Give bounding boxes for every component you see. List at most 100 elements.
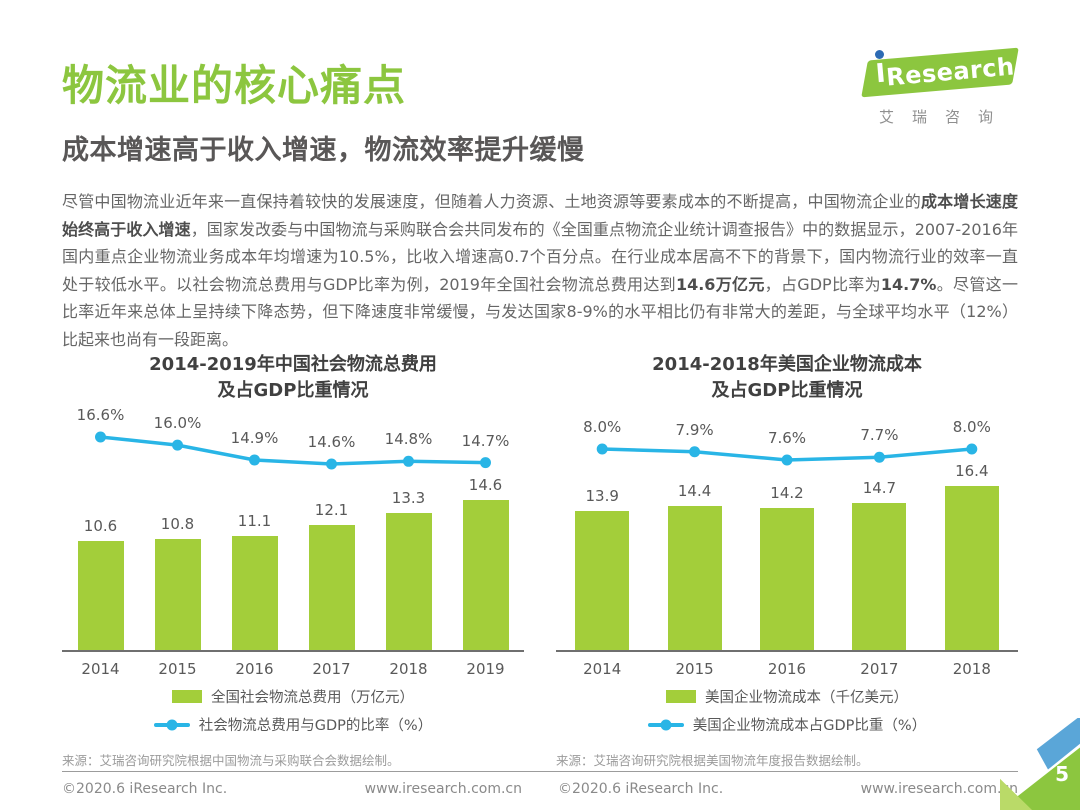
paragraph-run: ，国家发改委与中国物流与采购联合会共同发布的《全国重点物流企业统计调查报告》中的… — [62, 219, 1018, 294]
page-subtitle: 成本增速高于收入增速，物流效率提升缓慢 — [62, 135, 585, 166]
bar-legend-label: 美国企业物流成本（千亿美元） — [705, 690, 908, 707]
paragraph-run: ，占GDP比率为 — [764, 274, 881, 294]
bar-2016 — [760, 508, 814, 651]
gdp-ratio-line — [95, 431, 491, 470]
x-axis-label-2014: 2014 — [583, 660, 622, 679]
x-axis-label-2017: 2017 — [860, 660, 899, 679]
page-number: 5 — [1055, 762, 1069, 786]
bar-legend-swatch — [172, 690, 202, 704]
bar-2014 — [575, 511, 630, 651]
line-data-point — [172, 439, 183, 451]
chart-title-left-line1: 2014-2019年中国社会物流总费用 — [149, 354, 437, 375]
x-axis-label-2014: 2014 — [81, 660, 120, 679]
bar-value-label: 10.6 — [83, 517, 118, 536]
bar-2018 — [385, 513, 432, 651]
us-logistics-chart: 2014-2018年美国企业物流成本 及占GDP比重情况 13.9 8.0% 201… — [556, 352, 1018, 769]
paragraph-bold-run: 14.7% — [880, 274, 937, 294]
bar-value-label: 12.1 — [314, 501, 349, 520]
chart-legend-right: 美国企业物流成本（千亿美元） 美国企业物流成本占GDP比重（%） — [556, 686, 1018, 735]
bar-value-label: 13.9 — [585, 487, 619, 506]
china-logistics-chart: 2014-2019年中国社会物流总费用 及占GDP比重情况 10.6 16.6% 2… — [62, 352, 524, 769]
iresearch-logo: Research 艾瑞咨询 — [848, 47, 1024, 127]
chart-source-left: 来源：艾瑞咨询研究院根据中国物流与采购联合会数据绘制。 — [62, 753, 400, 769]
bar-2017 — [852, 503, 907, 651]
gdp-ratio-line — [596, 443, 978, 466]
page-title: 物流业的核心痛点 — [62, 61, 407, 110]
line-legend-marker — [153, 719, 190, 731]
bar-2017 — [308, 525, 355, 651]
line-value-label: 7.6% — [767, 429, 807, 448]
copyright-text: ©2020.6 iResearch Inc. — [62, 781, 228, 797]
bar-legend-label: 全国社会物流总费用（万亿元） — [211, 690, 414, 707]
legend-line-row: 美国企业物流成本占GDP比重（%） — [647, 714, 927, 735]
footer: ©2020.6 iResearch Inc. www.iresearch.com… — [62, 781, 1018, 797]
bar-value-label: 14.4 — [677, 482, 712, 501]
bar-2014 — [77, 541, 124, 651]
line-data-point — [95, 431, 106, 443]
x-axis-label-2018: 2018 — [389, 660, 428, 679]
bar-value-label: 14.7 — [862, 479, 897, 498]
chart-title-right: 2014-2018年美国企业物流成本 及占GDP比重情况 — [556, 352, 1018, 404]
bar-2016 — [231, 536, 278, 651]
line-value-label: 14.7% — [461, 431, 510, 450]
paragraph-bold-run: 14.6万亿元 — [675, 274, 765, 294]
logo-i-dot — [875, 50, 884, 59]
chart-plot-area-right: 13.9 8.0% 2014 14.4 7.9% 2015 14.2 7.6% 2016 14.7… — [556, 418, 1018, 678]
line-legend-label: 美国企业物流成本占GDP比重（%） — [692, 718, 927, 735]
body-paragraph: 尽管中国物流业近年来一直保持着较快的发展速度，但随着人力资源、土地资源等要素成本… — [62, 188, 1018, 353]
line-value-label: 14.9% — [230, 429, 279, 448]
line-value-label: 14.6% — [307, 433, 356, 452]
paragraph-run: 尽管中国物流业近年来一直保持着较快的发展速度，但随着人力资源、土地资源等要素成本… — [62, 192, 921, 211]
line-value-label: 16.6% — [76, 406, 125, 425]
line-legend-marker — [647, 719, 684, 731]
line-data-point — [403, 455, 414, 467]
bar-value-label: 14.2 — [770, 484, 804, 503]
website-text: www.iresearch.com.cn — [364, 781, 522, 797]
footer-left-half: ©2020.6 iResearch Inc. www.iresearch.com… — [62, 781, 522, 797]
line-data-point — [689, 446, 701, 458]
bar-value-label: 13.3 — [391, 489, 426, 508]
bar-value-label: 14.6 — [468, 476, 503, 495]
line-data-point — [781, 454, 793, 466]
line-legend-dot — [660, 719, 672, 731]
bar-2015 — [154, 539, 201, 651]
line-data-point — [249, 454, 260, 466]
x-axis-label-2019: 2019 — [466, 660, 505, 679]
bar-value-label: 16.4 — [955, 462, 989, 481]
iresearch-logo-mark: Research — [852, 47, 1020, 98]
line-data-point — [966, 443, 978, 455]
line-legend-label: 社会物流总费用与GDP的比率（%） — [198, 718, 433, 735]
paragraph-bold-run: 成本增长速度始终高于收入增速 — [62, 192, 1018, 239]
x-axis-label-2016: 2016 — [767, 660, 807, 679]
bar-2015 — [667, 506, 722, 651]
line-data-point — [480, 457, 491, 469]
bar-legend-swatch — [666, 690, 696, 704]
bar-2019 — [462, 500, 509, 651]
footer-right-half: ©2020.6 iResearch Inc. www.iresearch.com… — [558, 781, 1018, 797]
bar-value-label: 10.8 — [160, 515, 195, 534]
x-axis-label-2017: 2017 — [312, 660, 351, 679]
line-data-point — [326, 458, 337, 470]
x-axis-label-2015: 2015 — [158, 660, 197, 679]
line-value-label: 16.0% — [153, 414, 202, 433]
line-value-label: 14.8% — [384, 430, 433, 449]
line-data-point — [873, 451, 885, 463]
chart-title-right-line1: 2014-2018年美国企业物流成本 — [652, 354, 922, 375]
chart-source-right: 来源：艾瑞咨询研究院根据美国物流年度报告数据绘制。 — [556, 753, 869, 769]
paragraph-run: 。尽管这一比率近年来总体上呈持续下降态势，但下降速度非常缓慢，与发达国家8-9%… — [62, 274, 1018, 349]
corner-decoration: 5 — [1000, 718, 1080, 810]
line-value-label: 7.9% — [675, 420, 714, 439]
legend-bar-row: 美国企业物流成本（千亿美元） — [666, 686, 908, 707]
chart-title-left: 2014-2019年中国社会物流总费用 及占GDP比重情况 — [62, 352, 524, 404]
line-legend-dot — [166, 719, 178, 731]
x-axis-label-2018: 2018 — [952, 660, 991, 679]
legend-bar-row: 全国社会物流总费用（万亿元） — [172, 686, 414, 707]
bar-value-label: 11.1 — [237, 512, 272, 531]
chart-legend-left: 全国社会物流总费用（万亿元） 社会物流总费用与GDP的比率（%） — [62, 686, 524, 735]
charts-row: 2014-2019年中国社会物流总费用 及占GDP比重情况 10.6 16.6% 2… — [62, 352, 1018, 769]
legend-line-row: 社会物流总费用与GDP的比率（%） — [153, 714, 433, 735]
bar-2018 — [944, 486, 999, 651]
logo-chinese-text: 艾瑞咨询 — [878, 108, 1011, 126]
chart-title-left-line2: 及占GDP比重情况 — [217, 380, 369, 402]
